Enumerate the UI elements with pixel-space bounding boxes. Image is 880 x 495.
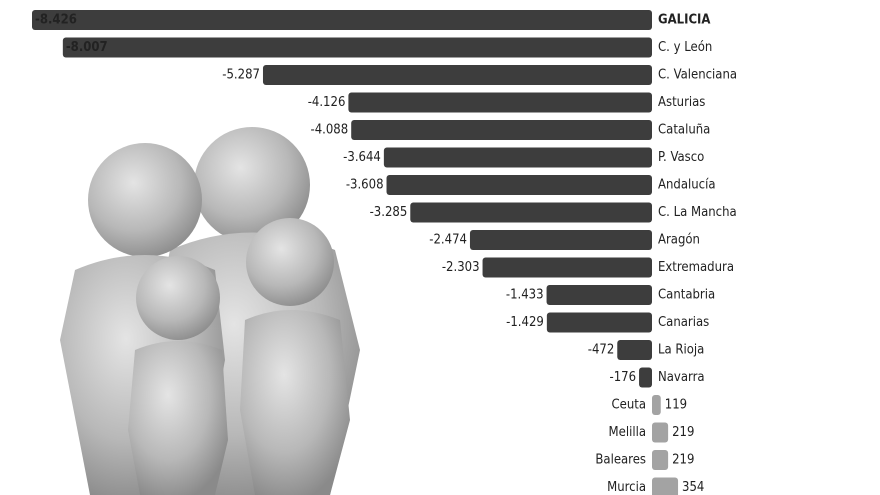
bar: [652, 450, 669, 470]
category-label: Murcia: [607, 480, 646, 495]
value-label: 219: [672, 453, 694, 468]
bar: [410, 202, 652, 223]
bar: [386, 175, 652, 195]
bar: [639, 367, 652, 388]
value-label: -1.429: [506, 315, 544, 330]
value-label: -176: [610, 370, 637, 385]
category-label: Ceuta: [611, 398, 646, 413]
category-label: GALICIA: [658, 13, 710, 28]
bar: [652, 422, 669, 443]
bar: [546, 312, 652, 333]
category-label: Cantabria: [658, 288, 715, 303]
bar: [62, 37, 653, 58]
category-label: Melilla: [609, 425, 646, 440]
value-label: -4.126: [308, 95, 346, 110]
value-label: -8.007: [66, 40, 108, 55]
bar: [469, 230, 652, 250]
category-label: Aragón: [658, 233, 700, 248]
value-label: -5.287: [222, 68, 260, 83]
category-label: Navarra: [658, 370, 705, 385]
bar: [617, 340, 652, 360]
category-label: Cataluña: [658, 123, 710, 138]
category-label: C. Valenciana: [658, 68, 737, 83]
category-label: Baleares: [595, 453, 646, 468]
bar: [652, 395, 661, 415]
bar: [351, 120, 652, 140]
category-label: C. y León: [658, 40, 712, 55]
value-label: 354: [682, 480, 704, 495]
bar: [383, 147, 652, 168]
category-label: C. La Mancha: [658, 205, 737, 220]
value-label: -2.303: [442, 260, 480, 275]
bar: [262, 65, 652, 85]
category-label: Andalucía: [658, 178, 716, 193]
bar: [348, 92, 652, 113]
family-illustration: [60, 127, 360, 495]
category-label: La Rioja: [658, 343, 704, 358]
bar: [652, 477, 679, 495]
category-label: Extremadura: [658, 260, 734, 275]
value-label: -472: [588, 343, 615, 358]
value-label: -3.608: [346, 178, 384, 193]
value-label: -3.644: [343, 150, 381, 165]
category-label: Asturias: [658, 95, 705, 110]
bar: [482, 257, 652, 278]
bar: [546, 285, 652, 305]
value-label: -2.474: [429, 233, 467, 248]
value-label: -1.433: [506, 288, 544, 303]
value-label: 119: [665, 398, 687, 413]
category-label: Canarias: [658, 315, 709, 330]
value-label: -4.088: [310, 123, 348, 138]
bar: [32, 10, 652, 30]
category-label: P. Vasco: [658, 150, 704, 165]
value-label: -3.285: [370, 205, 408, 220]
value-label: 219: [672, 425, 694, 440]
value-label: -8.426: [35, 13, 77, 28]
